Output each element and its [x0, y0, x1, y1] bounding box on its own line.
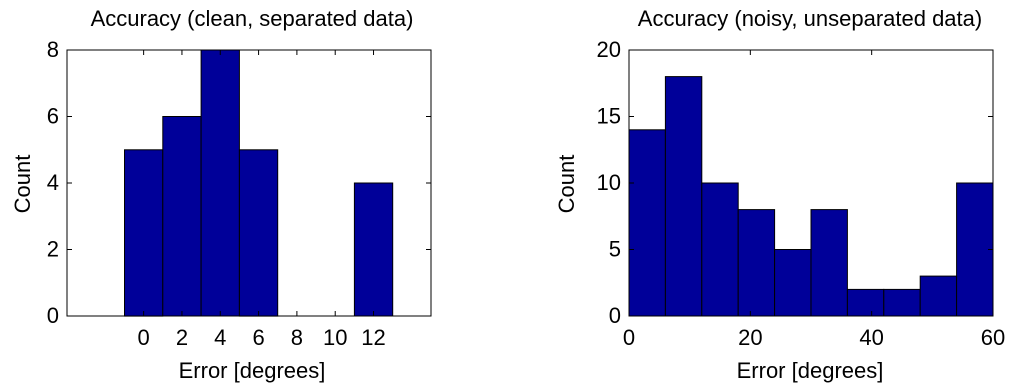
x-tick-label: 0 [138, 325, 150, 350]
x-tick-label: 40 [859, 325, 883, 350]
histogram-bar [737, 209, 776, 317]
y-tick-label: 10 [597, 170, 621, 195]
x-axis-label: Error [degrees] [737, 358, 884, 383]
histogram-bar [353, 182, 394, 317]
x-ticks: 0 2 4 6 8 10 12 [138, 50, 386, 350]
y-axis-label: Count [10, 155, 35, 214]
x-tick-label: 10 [323, 325, 347, 350]
histogram-bar [956, 182, 994, 317]
histogram-bar [810, 209, 848, 317]
y-tick-label: 20 [597, 37, 621, 62]
chart-title: Accuracy (noisy, unseparated data) [638, 6, 982, 31]
y-tick-label: 4 [47, 170, 59, 195]
chart-title: Accuracy (clean, separated data) [91, 6, 414, 31]
histogram-bar [162, 116, 202, 317]
y-tick-label: 8 [47, 37, 59, 62]
histogram-bar [883, 288, 921, 317]
y-tick-label: 2 [47, 237, 59, 262]
chart-clean-separated: Accuracy (clean, separated data) Error [… [10, 6, 432, 383]
x-tick-label: 8 [291, 325, 303, 350]
y-tick-label: 5 [609, 237, 621, 262]
histogram-bar [664, 76, 703, 317]
bar-group [124, 49, 394, 317]
y-tick-label: 6 [47, 104, 59, 129]
x-axis-label: Error [degrees] [179, 358, 326, 383]
y-tick-label: 15 [597, 104, 621, 129]
bar-group [628, 76, 994, 317]
y-tick-label: 0 [47, 303, 59, 328]
histogram-bar [628, 129, 666, 317]
histogram-bar [846, 288, 885, 317]
histogram-bar [124, 149, 164, 317]
x-ticks: 0 20 40 60 [623, 50, 1005, 350]
histogram-bar [200, 49, 240, 317]
histogram-bar [238, 149, 279, 317]
y-ticks: 0 2 4 6 8 [47, 37, 431, 328]
chart-noisy-unseparated: Accuracy (noisy, unseparated data) Error… [554, 6, 1005, 383]
x-tick-label: 60 [981, 325, 1005, 350]
histogram-bar [919, 275, 958, 317]
x-tick-label: 0 [623, 325, 635, 350]
histogram-bar [701, 182, 739, 317]
x-tick-label: 20 [738, 325, 762, 350]
x-tick-label: 12 [361, 325, 385, 350]
x-tick-label: 6 [252, 325, 264, 350]
y-axis-label: Count [554, 155, 579, 214]
x-tick-label: 2 [176, 325, 188, 350]
histogram-bar [774, 249, 812, 317]
x-tick-label: 4 [214, 325, 226, 350]
y-tick-label: 0 [609, 303, 621, 328]
y-ticks: 0 5 10 15 20 [597, 37, 993, 328]
